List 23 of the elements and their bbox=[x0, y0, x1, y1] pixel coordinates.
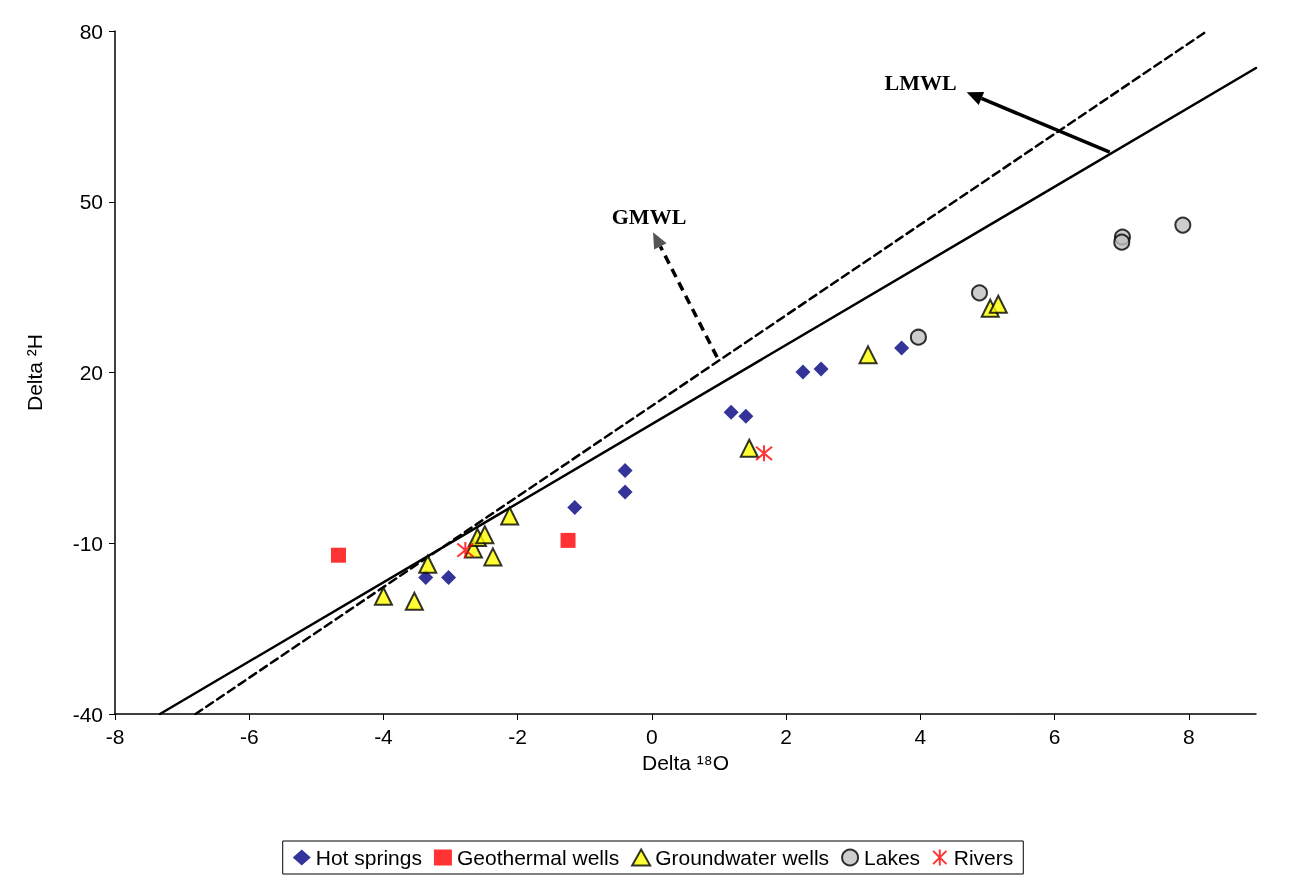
y-tick-label: 50 bbox=[79, 190, 103, 214]
legend-label: Rivers bbox=[953, 846, 1014, 869]
y-tick-label: 80 bbox=[79, 19, 103, 43]
x-tick-label: 8 bbox=[1183, 725, 1195, 748]
x-tick-label: 4 bbox=[914, 725, 927, 748]
annotation: LMWL bbox=[884, 70, 957, 96]
annotation: GMWL bbox=[611, 204, 687, 230]
x-tick-label: -8 bbox=[105, 725, 125, 748]
y-axis-title: Delta ²H bbox=[23, 333, 46, 412]
y-tick-label: -40 bbox=[72, 702, 103, 726]
x-axis-title: Delta ¹⁸O bbox=[641, 751, 730, 774]
legend-label: Hot springs bbox=[315, 846, 422, 869]
x-tick-label: -2 bbox=[508, 725, 528, 748]
legend-label: Groundwater wells bbox=[655, 846, 830, 869]
legend-label: Geothermal wells bbox=[456, 846, 620, 869]
x-tick-label: -6 bbox=[239, 725, 259, 748]
x-tick-label: 2 bbox=[780, 725, 793, 748]
legend-label: Lakes bbox=[864, 846, 921, 869]
y-tick-label: -10 bbox=[72, 531, 103, 555]
x-tick-label: -4 bbox=[374, 725, 394, 748]
x-tick-label: 6 bbox=[1048, 725, 1061, 748]
y-tick-label: 20 bbox=[79, 361, 103, 384]
x-tick-label: 0 bbox=[646, 725, 658, 748]
